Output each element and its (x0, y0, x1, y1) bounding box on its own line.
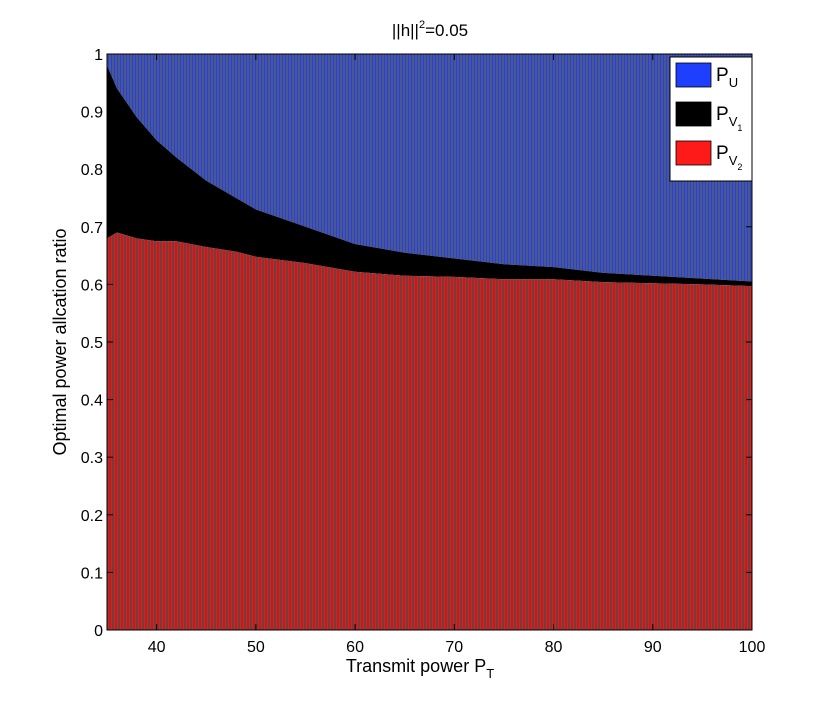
series-area-pv2 (107, 232, 752, 630)
legend-swatch-pu (675, 62, 712, 88)
x-tick-label: 100 (739, 639, 766, 656)
legend: PU PV1 PV2 (669, 56, 753, 182)
y-tick-label: 0.9 (81, 105, 103, 122)
y-tick-label: 0.8 (81, 162, 103, 179)
title-superscript: 2 (419, 19, 425, 31)
legend-label-pv2: PV2 (716, 143, 742, 172)
x-axis-title: Transmit power PT (346, 656, 494, 681)
y-axis-title: Optimal power allcation ratio (50, 228, 70, 455)
x-axis-title-subscript: T (486, 666, 494, 681)
x-tick-label: 60 (346, 639, 364, 656)
x-tick-label: 40 (148, 639, 166, 656)
y-tick-label: 0 (94, 623, 103, 640)
y-tick-label: 0.5 (81, 335, 103, 352)
x-tick-label: 80 (545, 639, 563, 656)
y-tick-label: 0.4 (81, 393, 103, 410)
legend-label-pv1: PV1 (716, 104, 742, 133)
y-axis: 0 0.1 0.2 0.3 0.4 0.5 0.6 0.7 0.8 0.9 1 (81, 47, 752, 640)
y-tick-label: 0.1 (81, 565, 103, 582)
legend-swatch-pv1 (675, 101, 712, 127)
chart-title: ||h||2=0.05 (392, 19, 468, 40)
x-tick-label: 70 (445, 639, 463, 656)
series-area-pu (107, 54, 752, 282)
y-tick-label: 0.2 (81, 508, 103, 525)
y-tick-label: 0.6 (81, 277, 103, 294)
legend-label-pu: PU (716, 65, 738, 90)
y-tick-label: 1 (94, 47, 103, 64)
y-tick-label: 0.7 (81, 220, 103, 237)
x-tick-label: 50 (247, 639, 265, 656)
x-tick-label: 90 (644, 639, 662, 656)
x-axis: 40 50 60 70 80 90 100 (148, 54, 766, 656)
legend-swatch-pv2 (675, 140, 712, 166)
y-tick-label: 0.3 (81, 450, 103, 467)
plot-area (107, 54, 752, 630)
series-area-pv1 (107, 65, 752, 287)
